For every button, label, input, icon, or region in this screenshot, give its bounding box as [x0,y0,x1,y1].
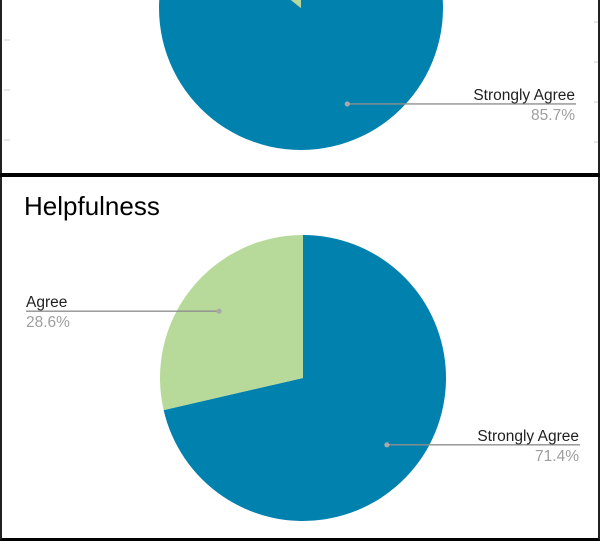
chart-title: Helpfulness [24,191,160,221]
pie-chart-panel-top: Strongly Agree 85.7% [0,0,600,176]
slice-percent-strongly-agree: 71.4% [535,448,579,465]
pie-slice-strongly-agree [163,235,447,521]
pie-slice-agree [159,234,303,411]
label-dot [344,101,350,107]
pie-chart-helpfulness: Agree 28.6% Strongly Agree 71.4% [26,234,580,521]
slice-label-strongly-agree: Strongly Agree [473,87,575,104]
slice-label-strongly-agree: Strongly Agree [477,428,579,445]
pie-slice-strongly-agree [159,0,443,150]
label-dot [384,442,390,448]
slice-label-agree: Agree [26,294,67,311]
slice-percent-strongly-agree: 85.7% [531,107,575,124]
label-dot [216,308,222,314]
pie-chart-panel-helpfulness: Helpfulness Agree 28.6% Strongly Agree 71.4… [0,177,600,541]
pie-slice-agree [290,0,301,8]
slice-percent-agree: 28.6% [26,314,70,331]
panel-divider [0,173,600,177]
pie-chart-top: Strongly Agree 85.7% [4,0,598,150]
